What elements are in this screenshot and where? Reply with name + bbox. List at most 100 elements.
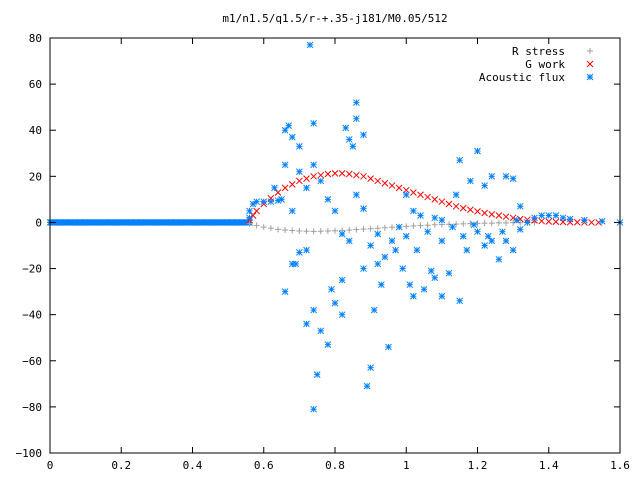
data-point bbox=[253, 222, 260, 229]
data-point bbox=[431, 221, 438, 228]
data-point bbox=[502, 172, 510, 180]
data-point bbox=[338, 230, 346, 238]
y-tick-label: 40 bbox=[29, 124, 42, 137]
data-point bbox=[274, 189, 282, 196]
data-point bbox=[274, 197, 282, 204]
data-point bbox=[456, 156, 464, 164]
data-point bbox=[328, 285, 335, 293]
data-point bbox=[253, 198, 260, 206]
data-point bbox=[431, 274, 439, 282]
data-point bbox=[388, 237, 396, 245]
y-tick-label: 60 bbox=[29, 78, 42, 91]
data-point bbox=[353, 99, 360, 106]
data-point bbox=[360, 265, 367, 272]
data-point bbox=[581, 216, 588, 224]
data-point bbox=[431, 196, 439, 203]
data-point bbox=[253, 207, 260, 215]
data-point bbox=[353, 191, 360, 199]
data-point bbox=[459, 204, 467, 212]
data-point bbox=[288, 181, 296, 188]
y-tick-label: −40 bbox=[22, 309, 42, 322]
data-point bbox=[317, 177, 325, 185]
data-point bbox=[417, 222, 424, 229]
data-point bbox=[502, 237, 510, 245]
data-point bbox=[367, 225, 374, 232]
data-point bbox=[474, 147, 481, 155]
data-point bbox=[374, 230, 382, 238]
data-point bbox=[303, 184, 310, 192]
data-point bbox=[246, 207, 253, 215]
data-point bbox=[338, 276, 346, 284]
data-point bbox=[495, 255, 503, 263]
data-point bbox=[445, 200, 453, 208]
data-point bbox=[538, 212, 545, 219]
data-point bbox=[338, 311, 346, 319]
data-point bbox=[288, 207, 296, 215]
data-point bbox=[417, 212, 424, 219]
data-point bbox=[552, 218, 560, 226]
data-point bbox=[331, 169, 339, 177]
x-tick-label: 1 bbox=[403, 459, 410, 472]
data-point bbox=[488, 172, 496, 180]
data-point bbox=[267, 198, 275, 206]
legend-label: R stress bbox=[512, 45, 565, 58]
data-point bbox=[410, 292, 417, 300]
x-tick-label: 1.4 bbox=[539, 459, 559, 472]
data-point bbox=[545, 218, 553, 225]
data-point bbox=[360, 172, 367, 180]
data-point bbox=[517, 219, 524, 226]
data-point bbox=[281, 184, 289, 192]
data-point bbox=[427, 267, 435, 275]
x-tick-label: 0.8 bbox=[325, 459, 345, 472]
data-point bbox=[353, 115, 360, 123]
x-tick-label: 0 bbox=[47, 459, 54, 472]
data-point bbox=[360, 131, 367, 139]
data-point bbox=[481, 182, 488, 189]
data-point bbox=[449, 223, 456, 231]
data-point bbox=[410, 207, 417, 215]
data-point bbox=[481, 220, 488, 227]
data-point bbox=[353, 226, 360, 233]
data-point bbox=[470, 221, 478, 229]
data-point bbox=[345, 237, 353, 245]
data-point bbox=[545, 212, 553, 219]
data-point bbox=[516, 226, 524, 233]
data-point bbox=[595, 219, 602, 226]
data-point bbox=[395, 184, 403, 192]
legend-label: Acoustic flux bbox=[479, 71, 565, 84]
data-point bbox=[296, 143, 303, 150]
data-point bbox=[402, 232, 410, 240]
data-point bbox=[303, 228, 310, 235]
data-point bbox=[360, 226, 367, 233]
data-point bbox=[281, 126, 289, 134]
data-point bbox=[381, 224, 388, 231]
data-point bbox=[395, 223, 403, 231]
data-point bbox=[460, 220, 467, 227]
data-point bbox=[306, 41, 314, 49]
data-point bbox=[310, 119, 317, 127]
data-point bbox=[381, 253, 389, 261]
data-point bbox=[324, 196, 332, 203]
data-point bbox=[399, 265, 407, 272]
data-point bbox=[353, 171, 360, 179]
data-point bbox=[324, 227, 331, 234]
data-point bbox=[598, 217, 606, 225]
data-point bbox=[474, 208, 481, 215]
data-point bbox=[513, 216, 521, 224]
data-point bbox=[488, 220, 495, 227]
data-point bbox=[392, 246, 399, 254]
data-point bbox=[456, 297, 464, 305]
y-tick-label: −80 bbox=[22, 401, 42, 414]
x-tick-label: 1.6 bbox=[610, 459, 630, 472]
data-point bbox=[431, 214, 439, 222]
data-point bbox=[452, 202, 460, 210]
data-point bbox=[285, 122, 293, 129]
data-point bbox=[296, 177, 303, 185]
data-point bbox=[389, 224, 395, 231]
data-point bbox=[374, 225, 381, 232]
data-point bbox=[474, 228, 481, 236]
data-point bbox=[345, 136, 353, 143]
data-point bbox=[438, 292, 446, 300]
data-point bbox=[246, 220, 253, 227]
data-point bbox=[296, 249, 303, 256]
